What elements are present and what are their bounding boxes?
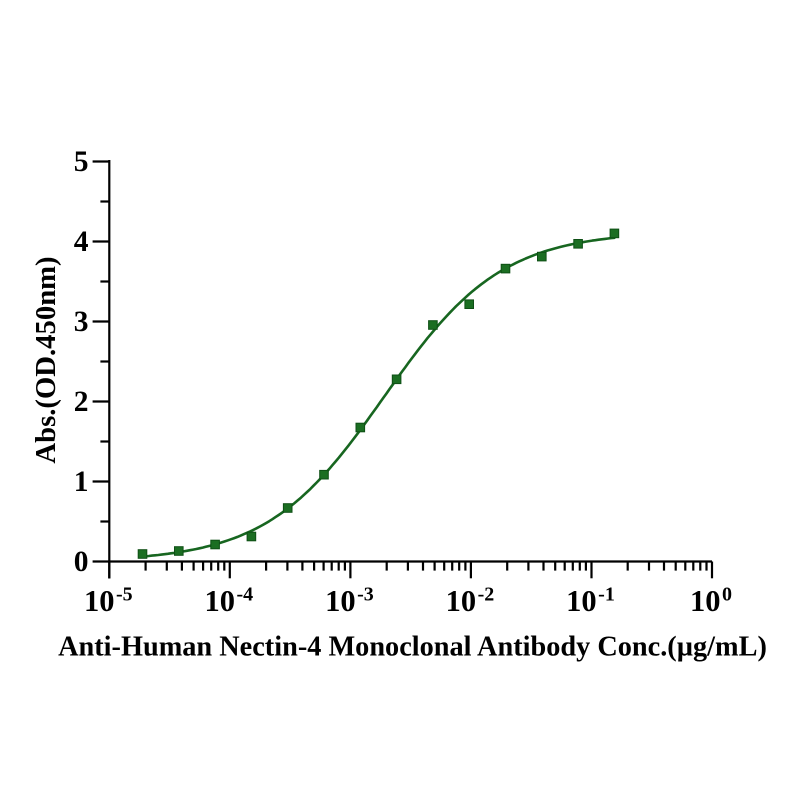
svg-text:4: 4 bbox=[74, 226, 89, 258]
svg-text:2: 2 bbox=[74, 386, 89, 418]
svg-text:100: 100 bbox=[690, 584, 732, 618]
svg-text:1: 1 bbox=[74, 466, 89, 498]
svg-text:Abs.(OD.450nm): Abs.(OD.450nm) bbox=[30, 256, 62, 463]
svg-text:3: 3 bbox=[74, 306, 89, 338]
svg-text:0: 0 bbox=[74, 546, 89, 578]
svg-text:10-2: 10-2 bbox=[446, 584, 495, 618]
svg-text:5: 5 bbox=[74, 146, 89, 178]
svg-text:Anti-Human Nectin-4 Monoclonal: Anti-Human Nectin-4 Monoclonal Antibody … bbox=[58, 631, 767, 662]
